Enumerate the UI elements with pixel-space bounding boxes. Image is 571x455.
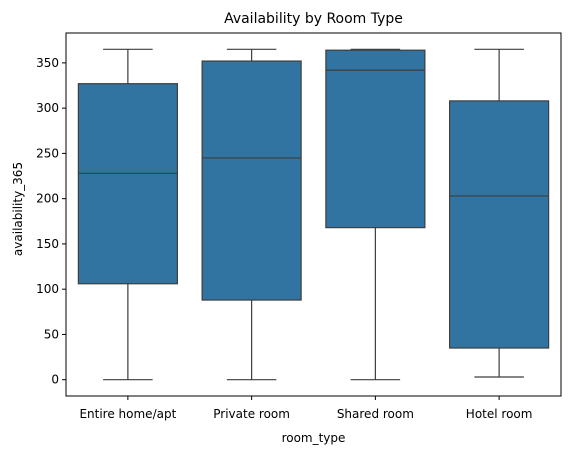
y-tick-label: 0 — [51, 373, 59, 387]
box-iqr — [325, 49, 426, 229]
x-tick-label: Shared room — [337, 407, 414, 421]
y-tick-label: 150 — [36, 237, 59, 251]
y-tick-label: 200 — [36, 192, 59, 206]
box-group — [77, 48, 178, 381]
chart-title: Availability by Room Type — [224, 11, 403, 27]
box-iqr — [77, 83, 178, 285]
plot-area — [65, 32, 562, 397]
y-tick-label: 350 — [36, 56, 59, 70]
x-axis-label: room_type — [282, 431, 346, 445]
y-tick-label: 50 — [44, 327, 59, 341]
plot-frame — [65, 32, 562, 397]
y-axis-label: availability_365 — [11, 162, 25, 256]
box-iqr — [201, 60, 302, 301]
box-group — [449, 48, 550, 378]
x-tick-label: Hotel room — [466, 407, 533, 421]
y-tick-label: 300 — [36, 101, 59, 115]
x-tick-label: Private room — [213, 407, 290, 421]
box-iqr — [449, 100, 550, 349]
x-axis: Entire home/apt Private room Shared room Ho… — [79, 396, 532, 421]
x-tick-label: Entire home/apt — [79, 407, 176, 421]
box-group — [325, 48, 426, 381]
y-tick-label: 250 — [36, 146, 59, 160]
y-tick-label: 100 — [36, 282, 59, 296]
y-axis: 0 50 100 150 200 250 300 350 — [36, 56, 66, 387]
box-group — [201, 48, 302, 381]
